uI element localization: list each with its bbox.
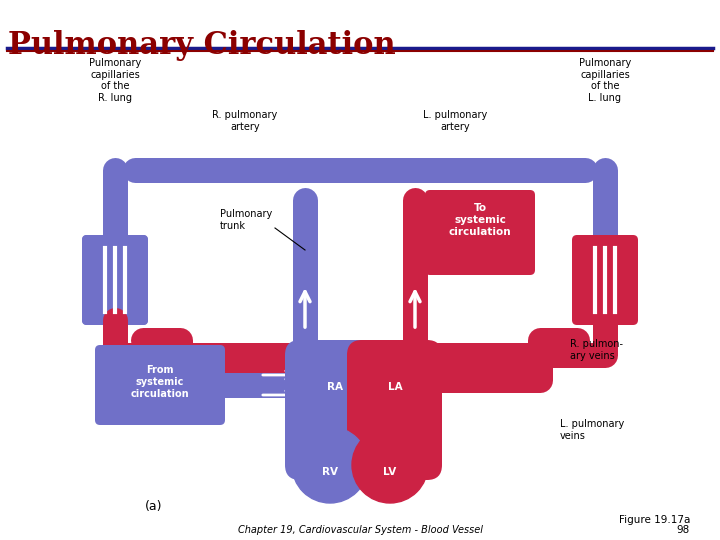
Text: 98: 98 — [677, 525, 690, 535]
Text: L. pulmonary
veins: L. pulmonary veins — [560, 419, 624, 441]
FancyBboxPatch shape — [285, 340, 380, 480]
Text: Pulmonary
capillaries
of the
R. lung: Pulmonary capillaries of the R. lung — [89, 58, 141, 103]
FancyBboxPatch shape — [425, 190, 535, 275]
Text: RA: RA — [327, 382, 343, 392]
FancyBboxPatch shape — [82, 235, 148, 325]
Text: R. pulmonary
artery: R. pulmonary artery — [212, 110, 278, 132]
Text: LV: LV — [383, 467, 397, 477]
Text: To
systemic
circulation: To systemic circulation — [449, 204, 511, 237]
FancyBboxPatch shape — [347, 340, 442, 480]
Circle shape — [352, 427, 428, 503]
Text: RV: RV — [322, 467, 338, 477]
Text: Figure 19.17a: Figure 19.17a — [618, 515, 690, 525]
Circle shape — [292, 427, 368, 503]
FancyBboxPatch shape — [95, 345, 225, 425]
Text: Pulmonary
capillaries
of the
L. lung: Pulmonary capillaries of the L. lung — [579, 58, 631, 103]
Text: Pulmonary
trunk: Pulmonary trunk — [220, 209, 272, 231]
Text: L. pulmonary
artery: L. pulmonary artery — [423, 110, 487, 132]
Text: From
systemic
circulation: From systemic circulation — [131, 366, 189, 399]
Text: R. pulmon-
ary veins: R. pulmon- ary veins — [570, 339, 623, 361]
Text: Pulmonary Circulation: Pulmonary Circulation — [8, 30, 396, 61]
Text: LA: LA — [387, 382, 402, 392]
Text: (a): (a) — [145, 500, 163, 513]
FancyBboxPatch shape — [572, 235, 638, 325]
Text: Chapter 19, Cardiovascular System - Blood Vessel: Chapter 19, Cardiovascular System - Bloo… — [238, 525, 482, 535]
